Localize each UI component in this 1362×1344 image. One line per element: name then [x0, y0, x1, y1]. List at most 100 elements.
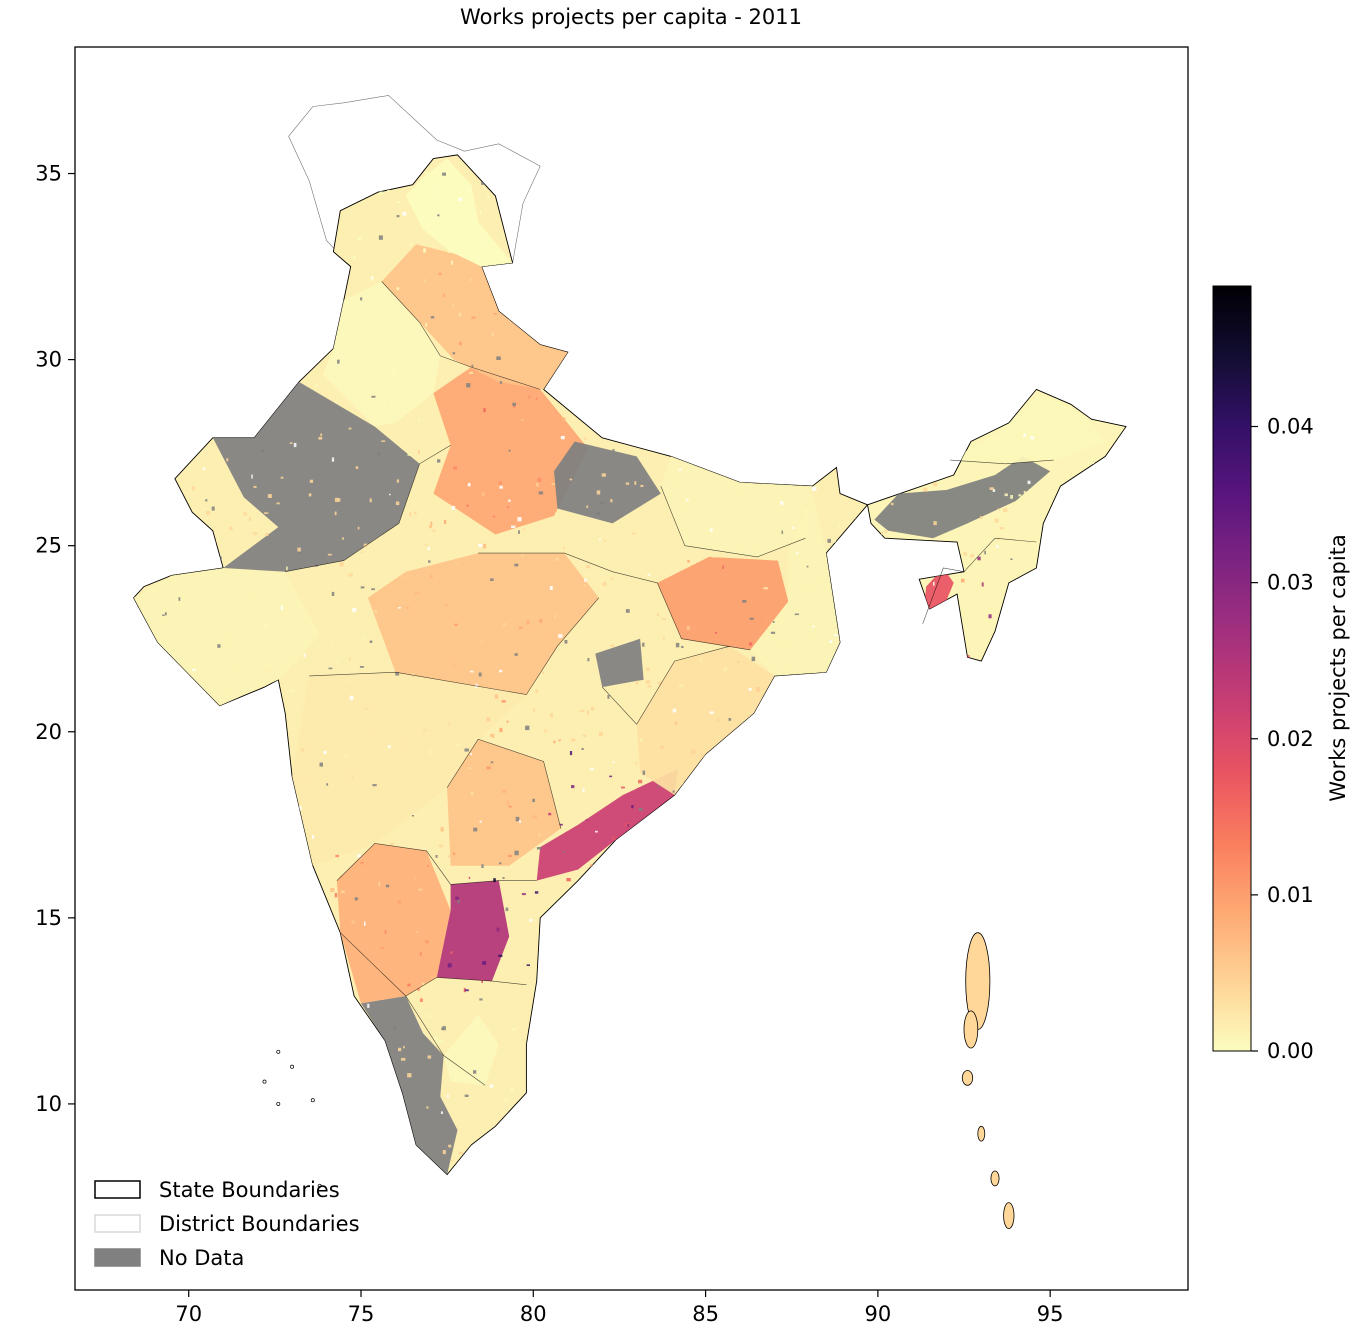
district-patch [994, 518, 999, 523]
district-patch [1026, 997, 1031, 1000]
district-patch [840, 873, 844, 876]
district-patch [330, 638, 333, 643]
district-patch [478, 544, 483, 547]
district-patch [1117, 562, 1122, 567]
district-patch [224, 1098, 227, 1103]
district-patch [663, 996, 666, 1000]
district-patch [480, 1145, 485, 1149]
district-patch [1082, 183, 1087, 186]
district-patch [352, 608, 357, 613]
district-patch [995, 795, 999, 798]
district-patch [924, 382, 928, 388]
district-patch [674, 740, 679, 744]
legend-swatch-state-boundaries [94, 1180, 141, 1199]
district-patch [861, 789, 867, 792]
district-patch [314, 564, 318, 567]
district-patch [235, 256, 239, 261]
district-patch [823, 575, 826, 579]
district-patch [249, 517, 251, 521]
district-patch [325, 1126, 330, 1131]
district-patch [452, 303, 455, 308]
district-patch [1120, 1139, 1124, 1143]
district-patch [906, 1156, 908, 1158]
district-patch [282, 784, 285, 788]
district-patch [968, 192, 972, 196]
district-patch [799, 514, 802, 518]
district-patch [221, 230, 225, 232]
district-patch [319, 894, 324, 899]
district-patch [812, 793, 817, 797]
district-patch [318, 436, 323, 440]
district-patch [773, 1099, 777, 1103]
district-patch [508, 499, 511, 502]
district-patch [641, 381, 646, 384]
district-patch [1085, 266, 1090, 271]
district-patch [1080, 905, 1084, 908]
district-patch [636, 1163, 640, 1166]
district-patch [477, 255, 480, 260]
district-patch [463, 987, 466, 993]
district-patch [559, 338, 563, 342]
district-patch [419, 998, 423, 1002]
district-patch [324, 1090, 329, 1093]
district-patch [508, 805, 513, 808]
district-patch [645, 1149, 648, 1151]
district-patch [395, 501, 400, 506]
district-patch [568, 908, 573, 912]
district-patch [236, 847, 240, 852]
district-patch [988, 298, 990, 302]
district-patch [193, 708, 198, 711]
district-patch [261, 284, 264, 288]
district-patch [251, 474, 253, 479]
district-patch [480, 640, 483, 642]
district-patch [295, 702, 298, 707]
district-patch [437, 459, 441, 463]
district-patch [309, 479, 314, 483]
district-patch [636, 395, 638, 398]
district-patch [541, 216, 545, 221]
district-patch [406, 324, 410, 326]
district-patch [269, 829, 274, 833]
district-patch [545, 941, 547, 945]
district-patch [469, 371, 474, 374]
state-boundary-line [440, 355, 541, 390]
district-patch [1059, 1045, 1064, 1050]
district-patch [1100, 644, 1105, 646]
district-patch [926, 410, 929, 412]
district-patch [1100, 510, 1105, 515]
district-patch [971, 343, 974, 348]
district-patch [687, 820, 692, 825]
district-patch [947, 1069, 950, 1073]
district-patch [920, 275, 925, 279]
district-patch [838, 524, 840, 528]
district-patch [788, 1037, 791, 1041]
district-patch [971, 670, 974, 675]
district-patch [185, 859, 189, 862]
district-patch [804, 503, 809, 507]
legend-entry-no-data: No Data [94, 1246, 244, 1270]
district-patch [963, 765, 966, 768]
district-patch [806, 585, 812, 588]
district-patch [1091, 460, 1095, 464]
district-patch [535, 689, 538, 694]
district-patch [444, 519, 447, 524]
district-patch [900, 977, 905, 981]
district-patch [621, 786, 625, 789]
district-patch [202, 960, 207, 965]
district-patch [389, 493, 391, 496]
district-patch [211, 247, 214, 250]
district-patch [872, 345, 876, 349]
district-patch [595, 311, 599, 314]
district-patch [255, 398, 259, 403]
district-patch [356, 1092, 359, 1096]
district-patch [895, 272, 900, 277]
district-patch [1045, 996, 1047, 999]
district-patch [345, 1050, 349, 1055]
district-patch [498, 481, 502, 485]
district-patch [357, 237, 362, 241]
district-patch [182, 1163, 185, 1166]
region-tamil-nadu-interior [443, 1014, 499, 1086]
district-patch [887, 669, 891, 673]
district-patch [603, 221, 608, 224]
district-patch [277, 658, 281, 662]
